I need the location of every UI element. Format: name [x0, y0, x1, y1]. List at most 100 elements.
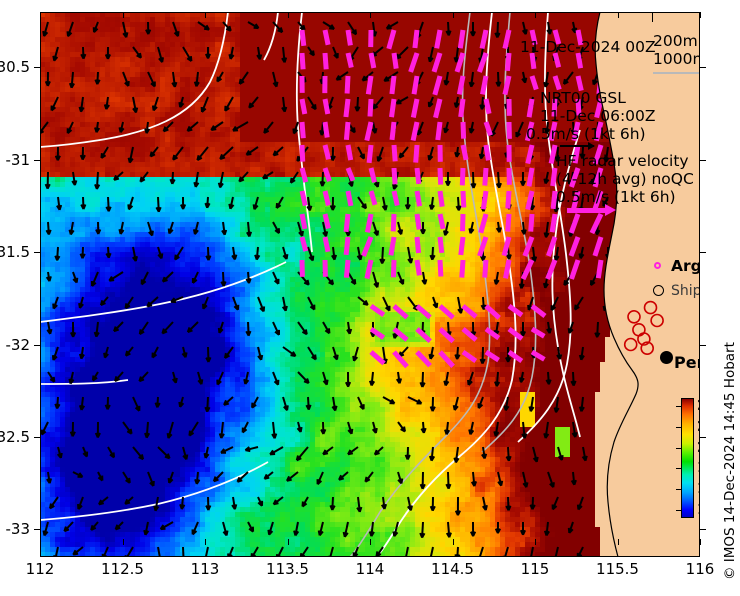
x-axis-tick [453, 539, 454, 545]
velocity-vector [346, 237, 348, 255]
colorbar-tick-label: 19 [697, 460, 700, 476]
velocity-vector [346, 122, 348, 140]
velocity-vector [371, 168, 375, 182]
velocity-vector [348, 168, 353, 181]
velocity-vector [348, 145, 351, 160]
map-panel[interactable]: 11-Dec-2024 00Z 200m 1000m NRT00 GSL 11-… [40, 12, 700, 557]
velocity-vector [392, 122, 394, 140]
x-axis-tick [40, 539, 41, 545]
velocity-vector [302, 99, 305, 114]
y-axis-tick-label: -32.5 [0, 428, 30, 446]
velocity-vector [571, 237, 578, 256]
velocity-vector [572, 260, 579, 279]
date-label: 11-Dec-2024 00Z [520, 38, 656, 56]
velocity-vector [440, 168, 441, 185]
velocity-vector [302, 191, 305, 206]
velocity-vector [394, 306, 407, 318]
velocity-vector [555, 547, 558, 557]
x-axis-tick [123, 539, 124, 545]
y-axis-tick [34, 437, 40, 438]
x-axis-tick-top [288, 12, 289, 18]
velocity-vector [463, 145, 466, 160]
copyright-notice: © IMOS 14-Dec-2024 14:45 Hobart [722, 580, 740, 596]
colorbar-tick [676, 448, 681, 449]
colorbar-tick-label: 18 [697, 481, 700, 497]
velocity-vector [325, 191, 328, 205]
x-axis-tick [618, 539, 619, 545]
velocity-vector [325, 53, 326, 69]
velocity-vector [346, 260, 348, 278]
velocity-vector [440, 352, 453, 366]
velocity-vector [302, 168, 306, 182]
x-axis-tick-label: 113 [191, 560, 220, 578]
y-axis-tick [34, 345, 40, 346]
perth-city-label: Perth [674, 353, 700, 372]
velocity-vector [462, 168, 463, 185]
velocity-vector [440, 329, 453, 341]
velocity-vector [457, 547, 458, 557]
colorbar-tick [676, 510, 681, 511]
velocity-vector [392, 76, 394, 94]
velocity-vector [367, 214, 371, 232]
x-axis-tick [700, 539, 701, 545]
velocity-vector [183, 547, 184, 557]
velocity-vector [416, 145, 417, 163]
x-axis-tick-top [123, 12, 124, 18]
velocity-vector [417, 306, 430, 317]
velocity-vector [532, 329, 544, 336]
velocity-vector [457, 53, 463, 72]
model-name-label: NRT00 GSL [540, 89, 626, 107]
colorbar-tick [676, 427, 681, 428]
velocity-vector [392, 99, 395, 117]
velocity-vector [440, 191, 442, 207]
velocity-vector [415, 30, 417, 48]
velocity-vector [173, 147, 183, 160]
velocity-vector [368, 76, 371, 94]
x-axis-tick-top [205, 12, 206, 18]
velocity-vector [371, 306, 384, 315]
velocity-vector [461, 99, 463, 117]
x-axis-tick-top [453, 12, 454, 18]
velocity-vector [417, 168, 419, 184]
velocity-vector [371, 53, 374, 68]
velocity-vector [302, 145, 303, 162]
velocity-vector [325, 122, 327, 138]
velocity-vector [430, 547, 433, 557]
x-axis-tick-label: 112.5 [101, 560, 144, 578]
ship-legend-label: Ship [671, 283, 700, 299]
velocity-vector [158, 447, 170, 458]
y-axis-tick [34, 252, 40, 253]
velocity-vector [396, 47, 408, 59]
x-axis-tick-top [700, 12, 701, 18]
velocity-vector [325, 237, 328, 252]
velocity-vector [405, 547, 408, 557]
velocity-vector [367, 260, 371, 279]
x-axis-tick-label: 115.5 [596, 560, 639, 578]
depth-contour-200-label: 200m [653, 32, 698, 50]
x-axis-tick-top [535, 12, 536, 18]
velocity-vector [370, 99, 371, 117]
colorbar-tick-label: 17 [697, 502, 700, 518]
model-scale-label: 0.5m/s (1kt 6h) [526, 125, 646, 143]
velocity-vector [440, 260, 441, 277]
velocity-vector [297, 447, 308, 460]
y-axis-tick [34, 67, 40, 68]
velocity-vector [485, 260, 486, 278]
velocity-vector [394, 191, 397, 206]
velocity-vector [133, 447, 143, 459]
velocity-vector [302, 122, 303, 138]
depth-contour-1000-sample-line [653, 72, 700, 74]
velocity-vector [346, 99, 348, 117]
x-axis-tick-label: 116 [686, 560, 715, 578]
x-axis-tick-top [40, 12, 41, 18]
x-axis-tick-label: 114.5 [431, 560, 474, 578]
velocity-vector [391, 237, 394, 255]
colorbar-tick-label: 22 [697, 398, 700, 414]
velocity-vector [440, 306, 453, 318]
velocity-vector [197, 147, 208, 160]
depth-contour-1000-label: 1000m [653, 50, 700, 68]
velocity-vector [158, 547, 161, 557]
x-axis-tick [370, 539, 371, 545]
colorbar-tick [676, 489, 681, 490]
radar-detail-label: (4-12h avg) noQC [556, 170, 694, 188]
